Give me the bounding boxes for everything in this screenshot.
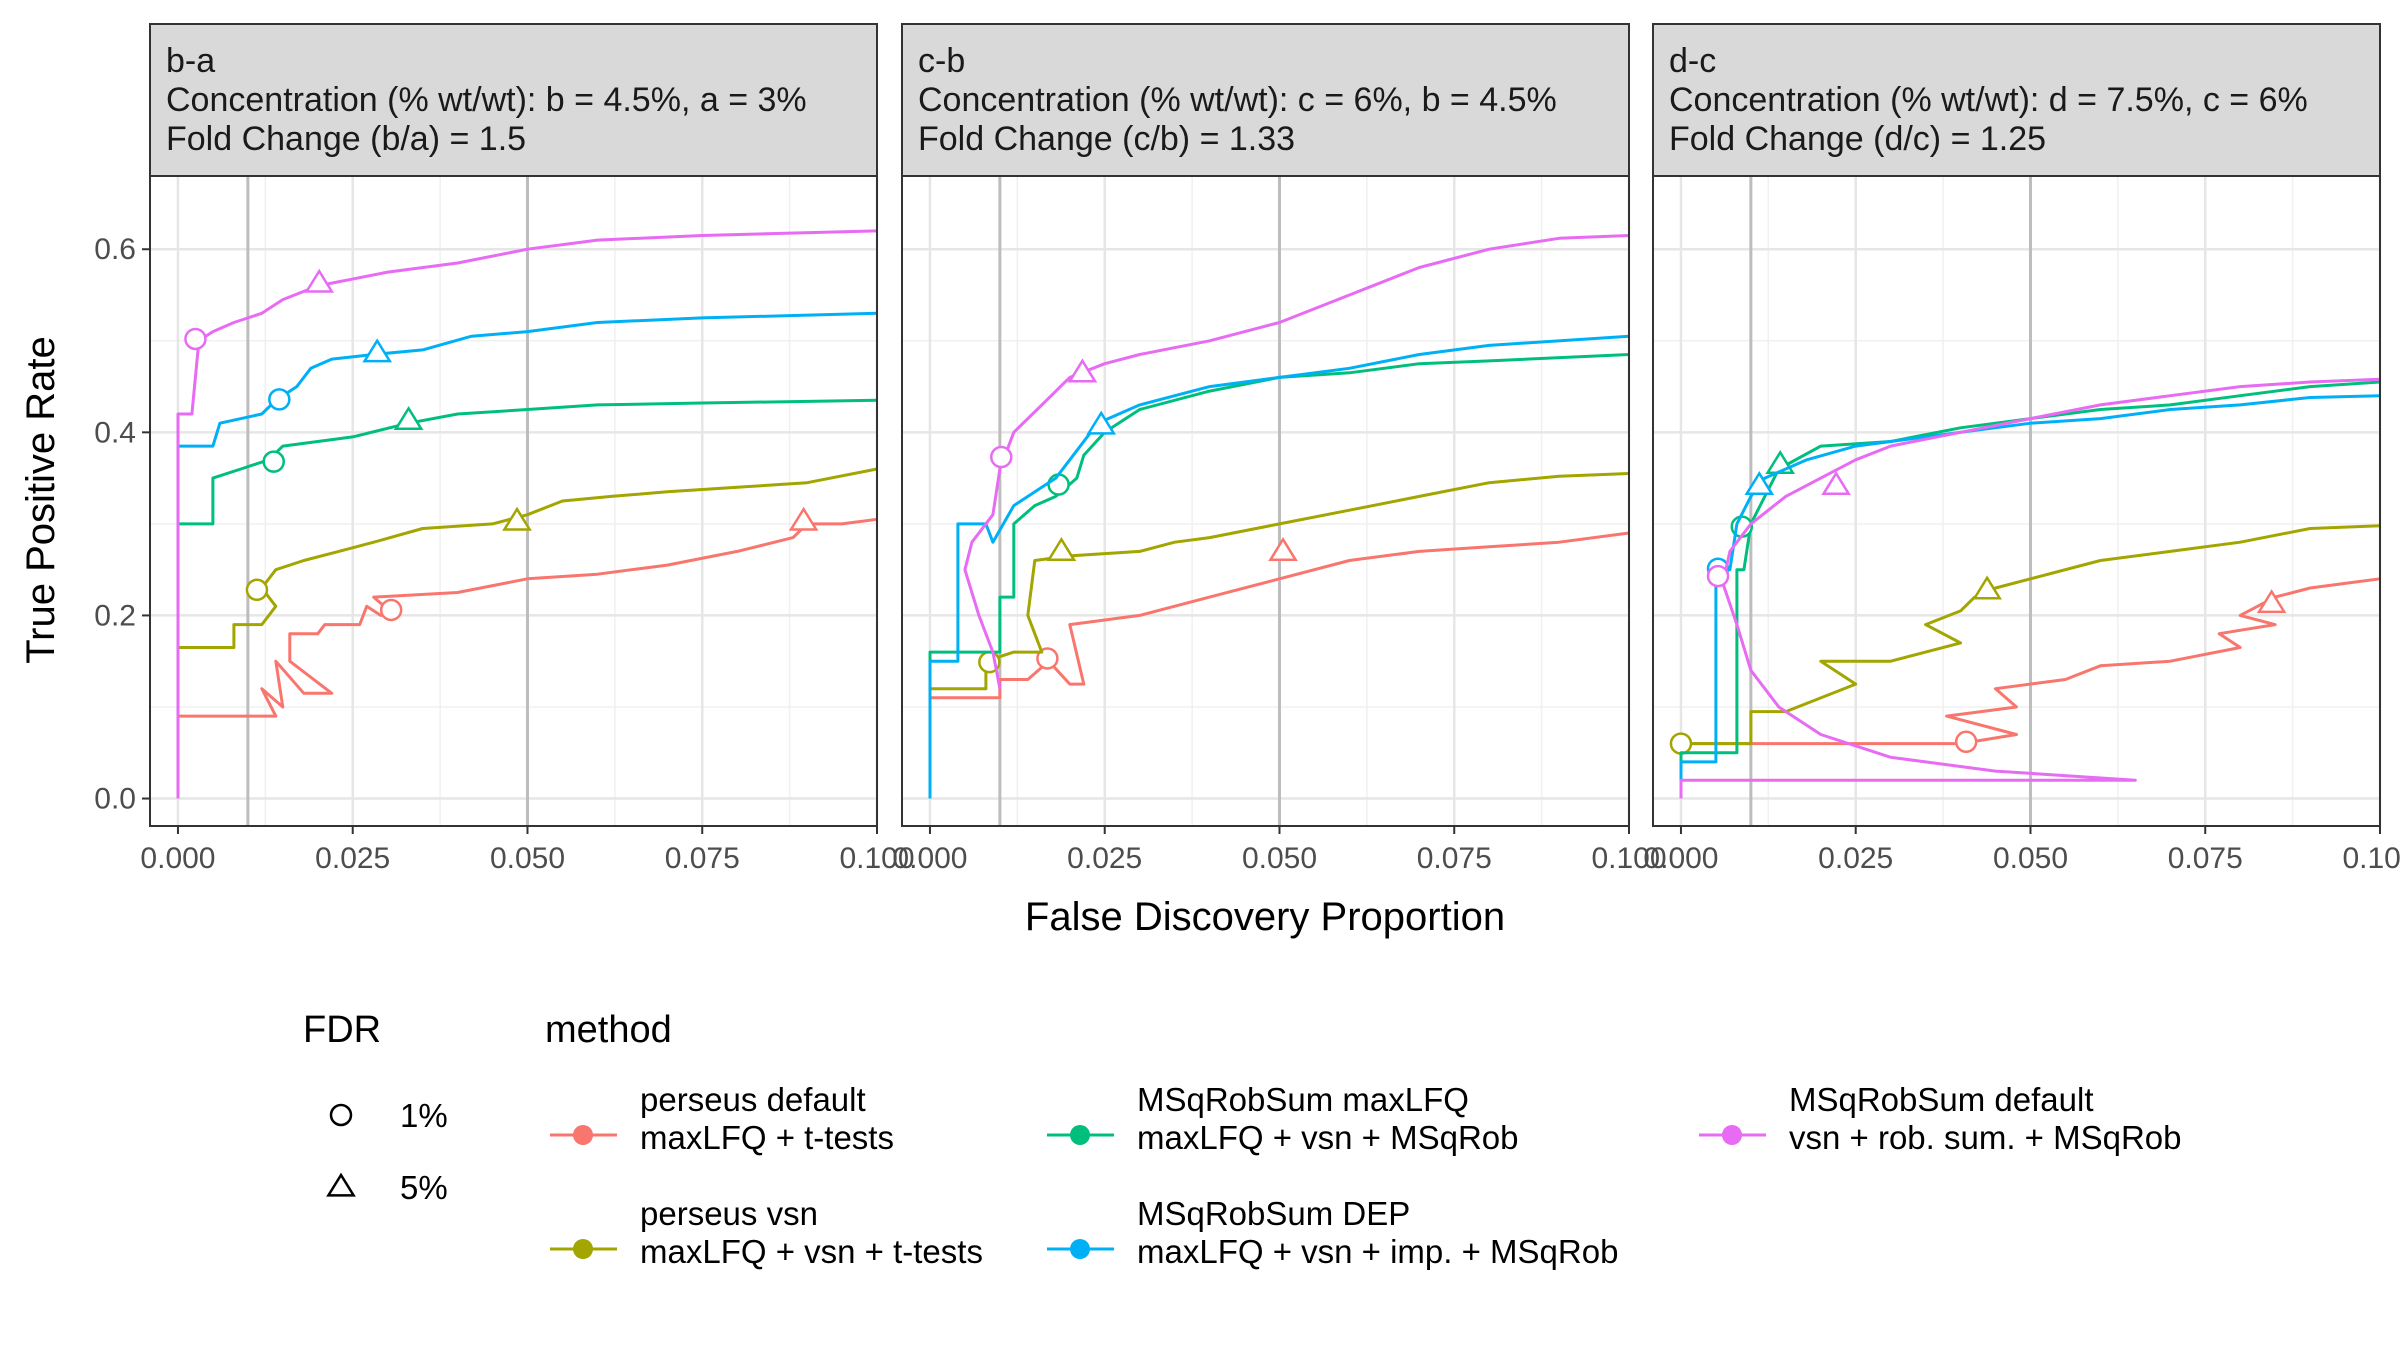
- legend-key-dot: [1070, 1239, 1090, 1259]
- fdr-1pct-marker: [269, 389, 289, 409]
- x-tick-label: 0.025: [315, 842, 390, 875]
- fdr-1pct-marker: [381, 600, 401, 620]
- strip-label: Fold Change (b/a) = 1.5: [166, 120, 526, 158]
- x-axis-title: False Discovery Proportion: [1025, 895, 1505, 939]
- strip-label: d-c: [1669, 42, 1716, 80]
- legend-method-desc: maxLFQ + vsn + imp. + MSqRob: [1137, 1233, 1618, 1270]
- x-tick-label: 0.000: [140, 842, 215, 875]
- x-tick-label: 0.050: [1242, 842, 1317, 875]
- legend-key-dot: [573, 1125, 593, 1145]
- y-tick-label: 0.6: [94, 233, 136, 266]
- legend-key-dot: [1722, 1125, 1742, 1145]
- legend-fdr-label: 5%: [400, 1169, 448, 1206]
- legend-key-dot: [1070, 1125, 1090, 1145]
- fdr-1pct-marker: [991, 447, 1011, 467]
- plot-background: [902, 176, 1629, 826]
- x-tick-label: 0.025: [1818, 842, 1893, 875]
- legend-method-name: perseus vsn: [640, 1195, 818, 1232]
- legend-method-desc: maxLFQ + t-tests: [640, 1119, 894, 1156]
- legend-fdr-label: 1%: [400, 1097, 448, 1134]
- legend-method-name: MSqRobSum maxLFQ: [1137, 1081, 1469, 1118]
- strip-label: c-b: [918, 42, 965, 80]
- x-tick-label: 0.050: [1993, 842, 2068, 875]
- legend-method-name: MSqRobSum default: [1789, 1081, 2094, 1118]
- fdr-1pct-marker: [185, 329, 205, 349]
- legend-method-desc: maxLFQ + vsn + t-tests: [640, 1233, 983, 1270]
- strip-label: Fold Change (c/b) = 1.33: [918, 120, 1295, 158]
- strip-label: Fold Change (d/c) = 1.25: [1669, 120, 2046, 158]
- fdr-1pct-marker: [1049, 475, 1069, 495]
- x-tick-label: 0.100: [2342, 842, 2400, 875]
- fdr-1pct-marker: [1708, 566, 1728, 586]
- strip-label: Concentration (% wt/wt): c = 6%, b = 4.5…: [918, 81, 1557, 119]
- legend-method-title: method: [545, 1009, 672, 1051]
- x-tick-label: 0.000: [1643, 842, 1718, 875]
- strip-label: Concentration (% wt/wt): b = 4.5%, a = 3…: [166, 81, 807, 119]
- x-tick-label: 0.050: [490, 842, 565, 875]
- legend-key-dot: [573, 1239, 593, 1259]
- strip-label: Concentration (% wt/wt): d = 7.5%, c = 6…: [1669, 81, 2308, 119]
- legend-method-desc: maxLFQ + vsn + MSqRob: [1137, 1119, 1518, 1156]
- x-tick-label: 0.075: [665, 842, 740, 875]
- fdr-1pct-marker: [264, 452, 284, 472]
- y-tick-label: 0.0: [94, 783, 136, 816]
- legend-method-name: MSqRobSum DEP: [1137, 1195, 1410, 1232]
- x-tick-label: 0.075: [1417, 842, 1492, 875]
- legend-method-name: perseus default: [640, 1081, 866, 1118]
- fdr-1pct-marker: [1671, 734, 1691, 754]
- x-tick-label: 0.025: [1067, 842, 1142, 875]
- fdr-1pct-marker: [247, 580, 267, 600]
- legend-method-desc: vsn + rob. sum. + MSqRob: [1789, 1119, 2182, 1156]
- y-tick-label: 0.4: [94, 416, 136, 449]
- y-tick-label: 0.2: [94, 599, 136, 632]
- x-tick-label: 0.075: [2168, 842, 2243, 875]
- legend-circle-icon: [331, 1105, 351, 1125]
- plot-background: [150, 176, 877, 826]
- fdr-1pct-marker: [1956, 732, 1976, 752]
- y-axis-title: True Positive Rate: [19, 336, 63, 664]
- x-tick-label: 0.000: [892, 842, 967, 875]
- legend-fdr-title: FDR: [303, 1009, 381, 1051]
- strip-label: b-a: [166, 42, 215, 80]
